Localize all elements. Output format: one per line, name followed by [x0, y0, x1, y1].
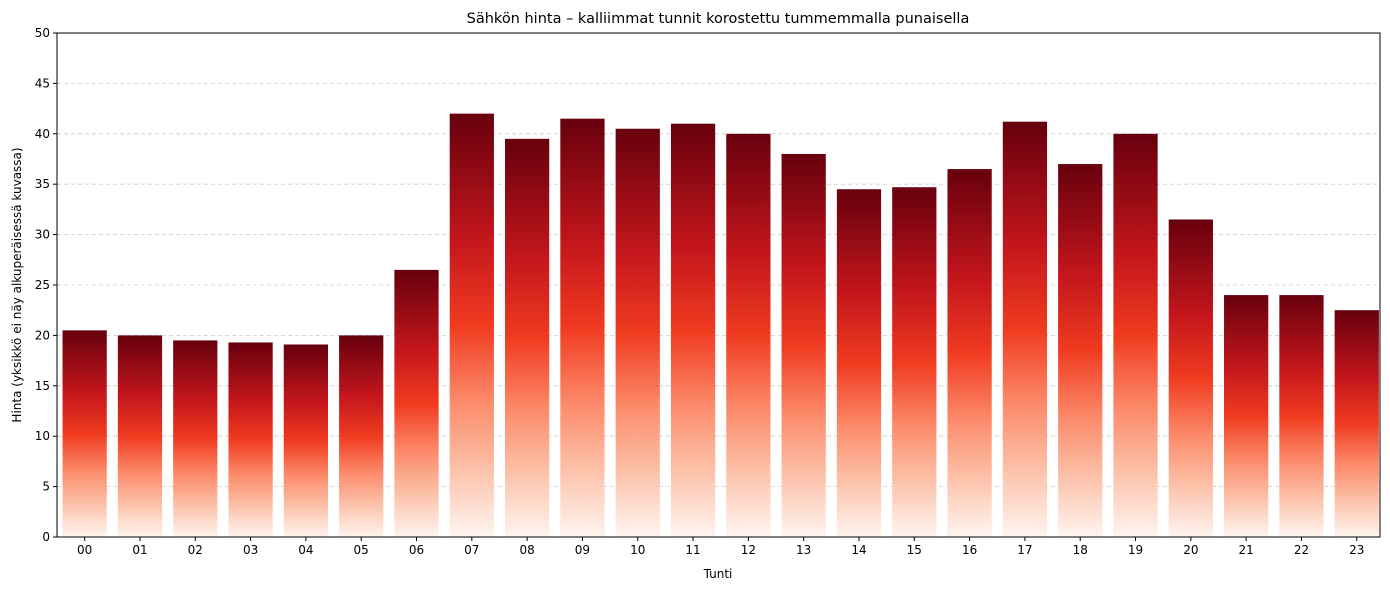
bar-15	[892, 187, 937, 537]
bar-20	[1168, 219, 1213, 538]
bar-19	[1113, 133, 1158, 538]
y-tick-label: 30	[35, 228, 50, 242]
x-tick-label: 00	[77, 543, 92, 557]
x-tick-label: 12	[741, 543, 756, 557]
x-tick-label: 01	[132, 543, 147, 557]
y-tick-label: 5	[42, 480, 50, 494]
bar-09	[560, 118, 605, 538]
y-tick-label: 10	[35, 429, 50, 443]
x-tick-label: 18	[1073, 543, 1088, 557]
y-tick-label: 25	[35, 278, 50, 292]
x-tick-label: 08	[519, 543, 534, 557]
y-tick-label: 35	[35, 177, 50, 191]
bar-11	[670, 123, 716, 537]
x-tick-label: 04	[298, 543, 313, 557]
y-tick-label: 50	[35, 26, 50, 40]
x-axis-ticks: 00 01 02 03 04 05 06 07 08 09 10 11 12 13 14 15 16 17 18 19…	[77, 537, 1364, 557]
bar-08	[505, 138, 550, 537]
y-tick-label: 15	[35, 379, 50, 393]
x-tick-label: 10	[630, 543, 645, 557]
x-tick-label: 03	[243, 543, 258, 557]
x-tick-label: 23	[1349, 543, 1364, 557]
x-tick-label: 16	[962, 543, 977, 557]
x-tick-label: 19	[1128, 543, 1143, 557]
bar-06	[394, 269, 439, 537]
bar-18	[1058, 164, 1103, 538]
grid-lines	[57, 83, 1380, 488]
x-tick-label: 11	[685, 543, 700, 557]
bar-13	[781, 153, 826, 537]
bar-22	[1279, 295, 1324, 537]
bar-05	[339, 335, 384, 537]
bar-00	[62, 330, 107, 537]
x-tick-label: 21	[1239, 543, 1254, 557]
y-axis-ticks: 0 5 10 15 20 25 30 35 40 45 50	[35, 26, 57, 544]
chart-title: Sähkön hinta – kalliimmat tunnit koroste…	[467, 11, 970, 27]
bars	[62, 113, 1379, 538]
bar-16	[947, 169, 992, 537]
x-tick-label: 17	[1017, 543, 1032, 557]
y-tick-label: 20	[35, 328, 50, 342]
x-tick-label: 14	[851, 543, 866, 557]
bar-01	[117, 335, 163, 537]
x-tick-label: 15	[907, 543, 922, 557]
x-tick-label: 05	[354, 543, 369, 557]
x-tick-label: 13	[796, 543, 811, 557]
x-tick-label: 02	[188, 543, 203, 557]
x-tick-label: 22	[1294, 543, 1309, 557]
bar-17	[1002, 121, 1048, 537]
y-axis-label: Hinta (yksikkö ei näy alkuperäisessä kuv…	[10, 147, 24, 422]
bar-07	[449, 113, 494, 537]
bar-21	[1224, 295, 1269, 537]
bar-23	[1334, 310, 1379, 537]
x-axis-label: Tunti	[703, 567, 733, 581]
x-tick-label: 06	[409, 543, 424, 557]
y-tick-label: 0	[42, 530, 50, 544]
bar-02	[173, 340, 218, 537]
x-tick-label: 07	[464, 543, 479, 557]
y-tick-label: 45	[35, 76, 50, 90]
bar-03	[228, 342, 273, 537]
y-tick-label: 40	[35, 127, 50, 141]
x-tick-label: 09	[575, 543, 590, 557]
bar-14	[836, 189, 882, 538]
x-tick-label: 20	[1183, 543, 1198, 557]
bar-10	[615, 128, 660, 537]
bar-04	[283, 344, 329, 537]
bar-12	[726, 133, 771, 538]
